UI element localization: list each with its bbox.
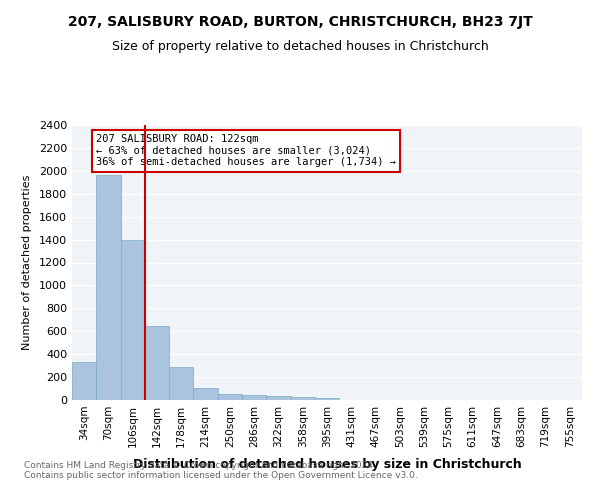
X-axis label: Distribution of detached houses by size in Christchurch: Distribution of detached houses by size … <box>133 458 521 471</box>
Bar <box>72 362 96 400</box>
Text: Size of property relative to detached houses in Christchurch: Size of property relative to detached ho… <box>112 40 488 53</box>
Bar <box>96 176 121 400</box>
Text: 207, SALISBURY ROAD, BURTON, CHRISTCHURCH, BH23 7JT: 207, SALISBURY ROAD, BURTON, CHRISTCHURC… <box>68 15 532 29</box>
Bar <box>290 397 315 400</box>
Bar <box>315 398 339 400</box>
Bar <box>193 388 218 400</box>
Bar <box>242 395 266 400</box>
Text: Contains HM Land Registry data © Crown copyright and database right 2024.
Contai: Contains HM Land Registry data © Crown c… <box>24 460 418 480</box>
Bar <box>266 396 290 400</box>
Bar <box>169 368 193 400</box>
Text: 207 SALISBURY ROAD: 122sqm
← 63% of detached houses are smaller (3,024)
36% of s: 207 SALISBURY ROAD: 122sqm ← 63% of deta… <box>96 134 396 168</box>
Y-axis label: Number of detached properties: Number of detached properties <box>22 175 32 350</box>
Bar <box>145 326 169 400</box>
Bar <box>121 240 145 400</box>
Bar <box>218 394 242 400</box>
